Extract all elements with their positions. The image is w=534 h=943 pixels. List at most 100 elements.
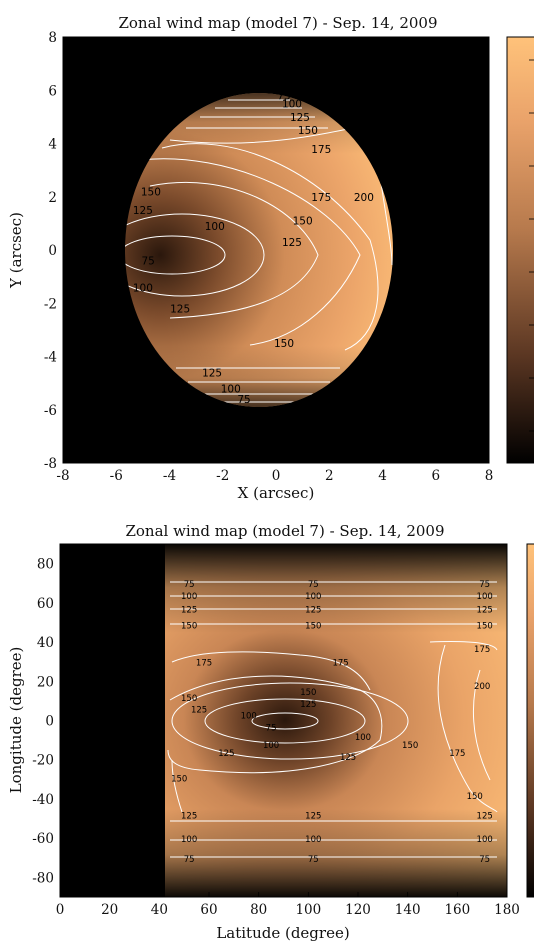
contour-label: 100 xyxy=(477,592,493,602)
y-tick-label: 6 xyxy=(48,83,57,99)
y-tick-label: 4 xyxy=(48,137,57,153)
x-tick-label: 40 xyxy=(151,902,168,918)
contour-label: 175 xyxy=(449,749,465,759)
contour-label: 125 xyxy=(305,606,321,616)
contour-label: 200 xyxy=(354,192,374,204)
y-tick-label: -60 xyxy=(32,831,54,847)
x-tick-label: 6 xyxy=(431,468,440,484)
contour-label: 175 xyxy=(332,659,348,669)
chart-2-map: 75 100 125 150 75 100 125 150 75 100 125 150 175 175 1… xyxy=(165,544,507,897)
contour-label: 150 xyxy=(300,688,316,698)
x-tick-label: 180 xyxy=(494,902,520,918)
y-tick-label: 60 xyxy=(37,596,54,612)
x-tick-label: 160 xyxy=(444,902,470,918)
contour-label: 75 xyxy=(184,580,195,590)
chart-2-contours xyxy=(167,581,498,858)
chart-1-disk xyxy=(125,93,393,407)
chart-2-colorbar xyxy=(526,543,534,898)
contour-label: 125 xyxy=(181,812,197,822)
x-tick-label: 4 xyxy=(378,468,387,484)
contour-label: 125 xyxy=(133,205,153,217)
contour-label: 75 xyxy=(142,256,155,268)
x-tick-label: 20 xyxy=(101,902,118,918)
contour-label: 150 xyxy=(274,338,294,350)
contour-label: 75 xyxy=(277,91,290,103)
contour-label: 150 xyxy=(181,621,197,631)
contour-label: 125 xyxy=(477,606,493,616)
contour-label: 100 xyxy=(305,592,321,602)
y-tick-label: -8 xyxy=(44,456,57,472)
x-tick-label: 8 xyxy=(485,468,494,484)
contour-label: 125 xyxy=(191,706,207,716)
x-tick-label: 2 xyxy=(325,468,334,484)
chart-2-y-ticks: -80 -60 -40 -20 0 20 40 60 80 xyxy=(32,557,65,886)
y-tick-label: 80 xyxy=(37,557,54,573)
chart-2: Zonal wind map (model 7) - Sep. 14, 2009 xyxy=(7,522,534,942)
chart-2-x-ticks: 0 20 40 60 80 100 120 140 160 180 xyxy=(56,892,520,918)
contour-label: 75 xyxy=(184,855,195,865)
contour-label: 175 xyxy=(474,645,490,655)
contour-label: 150 xyxy=(467,792,483,802)
contour-label: 150 xyxy=(477,621,493,631)
y-tick-label: 20 xyxy=(37,674,54,690)
y-tick-label: -40 xyxy=(32,792,54,808)
x-tick-label: 100 xyxy=(295,902,321,918)
contour-label: 75 xyxy=(266,723,277,733)
contour-label: 75 xyxy=(479,580,490,590)
x-tick-label: -2 xyxy=(216,468,229,484)
chart-1-x-ticks: -8 -6 -4 -2 0 2 4 6 8 xyxy=(56,458,493,484)
contour-label: 125 xyxy=(170,304,190,316)
chart-1-y-label: Y (arcsec) xyxy=(7,212,25,289)
y-tick-label: 8 xyxy=(48,30,57,46)
contour-label: 150 xyxy=(141,186,161,198)
contour-label: 200 xyxy=(474,682,490,692)
chart-1-colorbar xyxy=(506,36,534,464)
chart-1-x-label: X (arcsec) xyxy=(238,484,315,502)
y-tick-label: 40 xyxy=(37,635,54,651)
y-tick-label: -2 xyxy=(44,296,57,312)
x-tick-label: 80 xyxy=(250,902,267,918)
contour-label: 75 xyxy=(237,394,250,406)
contour-label: 175 xyxy=(196,659,212,669)
chart-1-y-ticks: -8 -6 -4 -2 0 2 4 6 8 xyxy=(44,30,68,472)
y-tick-label: 0 xyxy=(45,714,54,730)
x-tick-label: 60 xyxy=(200,902,217,918)
contour-label: 125 xyxy=(202,367,222,379)
x-tick-label: 120 xyxy=(345,902,371,918)
y-tick-label: 0 xyxy=(48,243,57,259)
contour-label: 150 xyxy=(298,125,318,137)
chart-1-contours xyxy=(125,99,393,403)
y-tick-label: -6 xyxy=(44,403,57,419)
contour-label: 125 xyxy=(305,812,321,822)
contour-label: 100 xyxy=(355,733,371,743)
y-tick-label: 2 xyxy=(48,190,57,206)
chart-1: Zonal wind map (model 7) - Sep. 14, 2009 xyxy=(7,14,534,502)
contour-label: 100 xyxy=(221,383,241,395)
contour-label: 100 xyxy=(477,835,493,845)
contour-label: 150 xyxy=(402,741,418,751)
contour-label: 125 xyxy=(181,606,197,616)
contour-label: 125 xyxy=(218,749,234,759)
chart-2-title: Zonal wind map (model 7) - Sep. 14, 2009 xyxy=(125,522,444,540)
chart-2-contour-labels: 75 100 125 150 75 100 125 150 75 100 125 150 175 175 1… xyxy=(171,580,493,865)
contour-label: 100 xyxy=(282,99,302,111)
contour-label: 150 xyxy=(181,694,197,704)
x-tick-label: -4 xyxy=(163,468,176,484)
chart-1-contour-labels: 7510012515017515012510075100125175150125… xyxy=(133,91,374,407)
y-tick-label: -4 xyxy=(44,350,57,366)
contour-label: 175 xyxy=(311,144,331,156)
contour-label: 175 xyxy=(311,192,331,204)
contour-label: 125 xyxy=(477,812,493,822)
chart-2-x-label: Latitude (degree) xyxy=(216,924,349,942)
contour-label: 100 xyxy=(305,835,321,845)
y-tick-label: -20 xyxy=(32,753,54,769)
x-tick-label: -6 xyxy=(110,468,123,484)
contour-label: 125 xyxy=(300,700,316,710)
contour-label: 150 xyxy=(293,216,313,228)
contour-label: 100 xyxy=(263,741,279,751)
chart-2-y-label: Longitude (degree) xyxy=(7,647,25,794)
contour-label: 75 xyxy=(308,580,319,590)
contour-label: 100 xyxy=(205,221,225,233)
contour-label: 100 xyxy=(241,712,257,722)
